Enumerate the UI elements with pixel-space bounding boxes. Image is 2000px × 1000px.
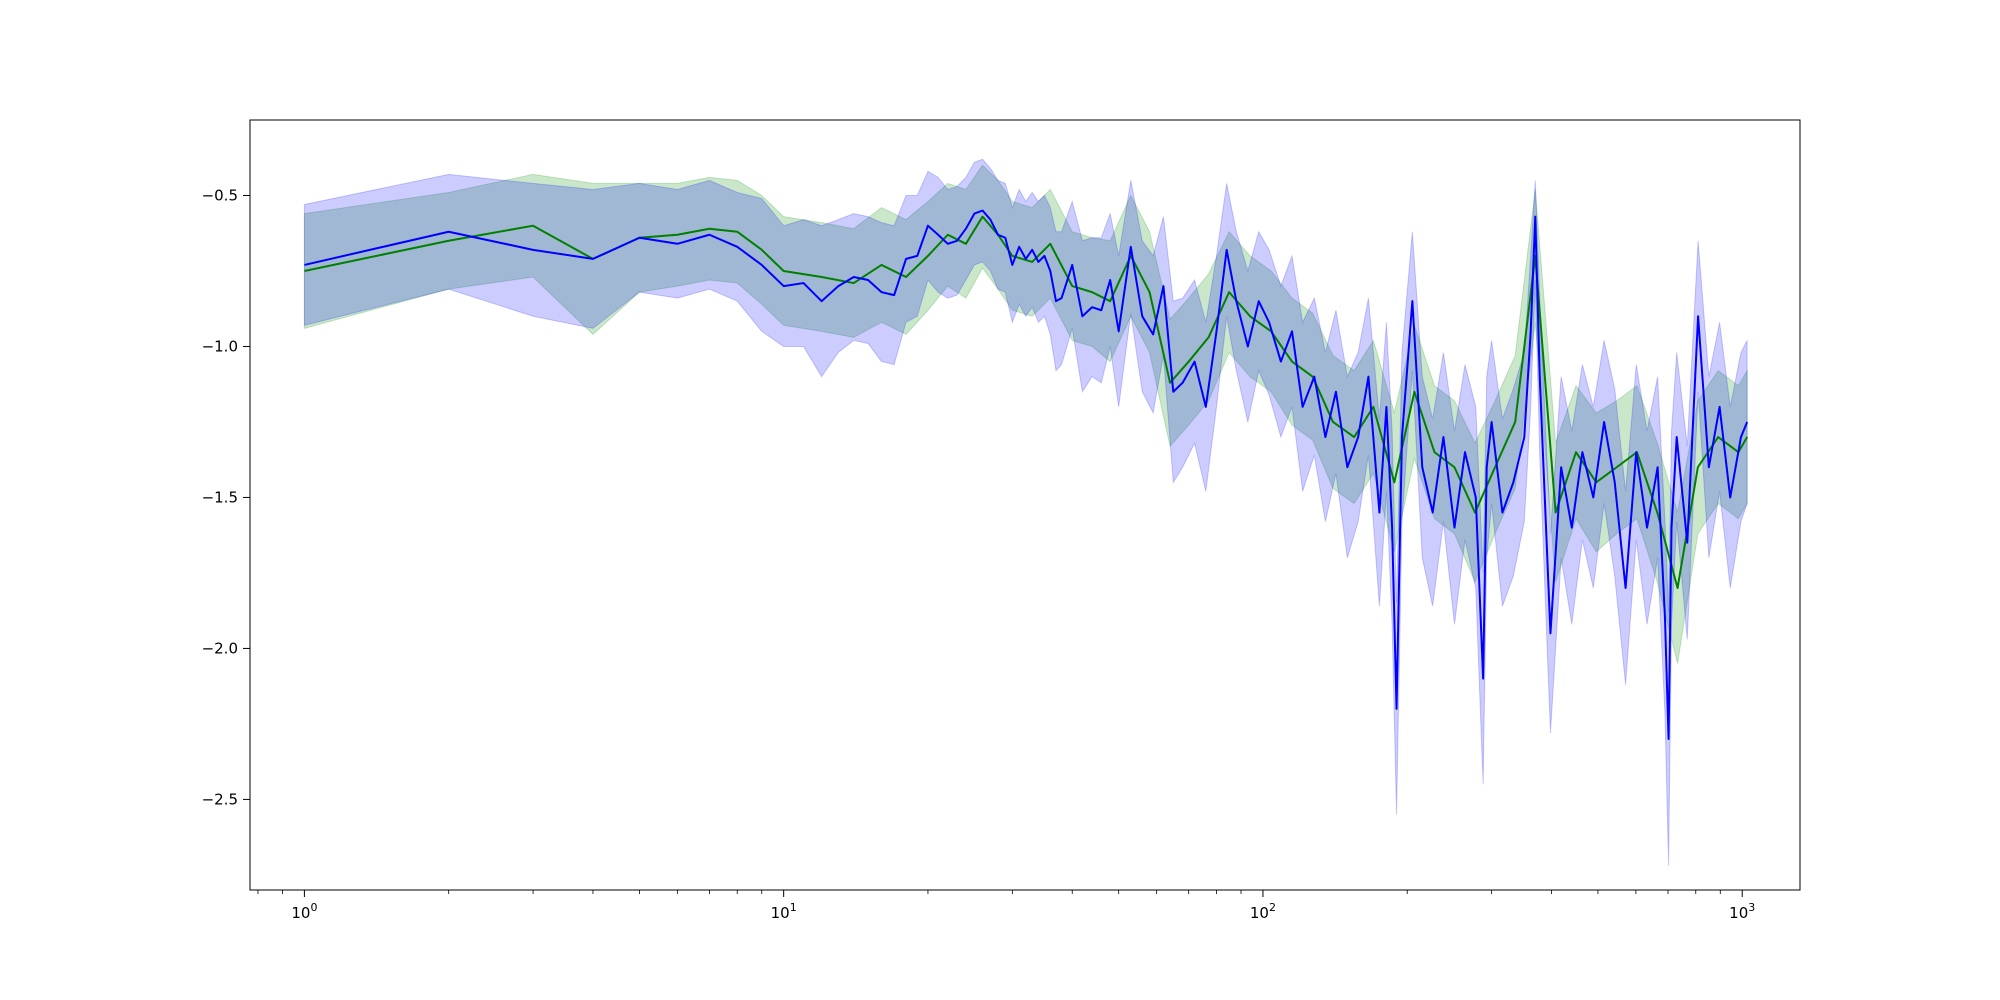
- x-tick-label: 102: [1250, 901, 1276, 922]
- plot-frame: [249, 119, 1801, 891]
- y-tick-label: −0.5: [202, 186, 238, 204]
- series-1-line: [304, 209, 1749, 741]
- confidence-bands: [303, 158, 1748, 866]
- series-0-band: [303, 164, 1748, 664]
- y-tick-label: −2.0: [202, 639, 238, 657]
- plot-area-background: [250, 120, 1800, 890]
- x-tick-label: 103: [1729, 901, 1755, 922]
- x-tick-exponent: 3: [1748, 901, 1755, 914]
- x-tick-base: 10: [1729, 904, 1748, 922]
- x-tick-exponent: 1: [790, 901, 797, 914]
- y-tick-label: −2.5: [202, 790, 238, 808]
- series-0-line: [304, 215, 1749, 590]
- x-axis: 100 101 102 103: [257, 890, 1755, 922]
- x-tick-base: 10: [771, 904, 790, 922]
- x-tick-base: 10: [1250, 904, 1269, 922]
- y-tick-label: −1.0: [202, 337, 238, 355]
- x-tick-exponent: 2: [1269, 901, 1276, 914]
- x-tick-exponent: 0: [310, 901, 317, 914]
- y-tick-label: −1.5: [202, 488, 238, 506]
- series-1-band: [303, 158, 1748, 866]
- x-tick-label: 101: [771, 901, 797, 922]
- x-tick-label: 100: [291, 901, 317, 922]
- y-axis: −0.5 −1.0 −1.5 −2.0 −2.5: [202, 186, 250, 808]
- x-tick-base: 10: [291, 904, 310, 922]
- series-lines: [304, 209, 1749, 741]
